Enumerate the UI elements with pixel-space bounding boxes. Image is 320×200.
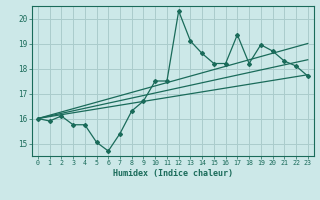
X-axis label: Humidex (Indice chaleur): Humidex (Indice chaleur) [113, 169, 233, 178]
